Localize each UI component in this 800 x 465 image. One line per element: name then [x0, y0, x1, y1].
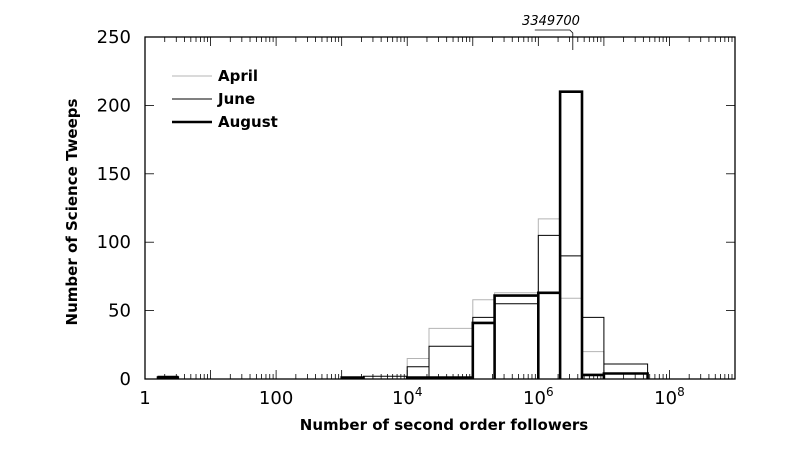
tick-layer — [144, 36, 735, 380]
x-tick-label: 108 — [654, 385, 685, 409]
y-tick-label: 0 — [120, 369, 131, 390]
legend-label: August — [218, 113, 278, 131]
legend-label: April — [218, 67, 258, 85]
y-tick-label: 200 — [97, 95, 131, 116]
annotation-label: 3349700 — [522, 14, 580, 29]
legend: April June August — [172, 67, 278, 131]
y-tick-label: 150 — [97, 164, 131, 185]
series-april — [157, 218, 649, 379]
x-tick-label: 104 — [392, 385, 423, 409]
x-axis-title: Number of second order followers — [300, 416, 588, 434]
plot-frame — [144, 36, 736, 380]
y-tick-label: 50 — [108, 301, 131, 322]
annotation-bracket — [534, 29, 574, 50]
annotation: 3349700 — [522, 14, 580, 50]
series-layer — [156, 90, 649, 379]
series-august — [156, 90, 649, 379]
x-tick-label: 106 — [523, 385, 554, 409]
y-axis-title: Number of Science Tweeps — [63, 98, 81, 325]
legend-label: June — [217, 90, 255, 108]
series-june — [157, 234, 649, 379]
y-tick-label: 100 — [97, 232, 131, 253]
x-tick-label: 100 — [259, 388, 293, 409]
y-tick-label: 250 — [97, 27, 131, 48]
x-tick-label: 1 — [139, 388, 150, 409]
